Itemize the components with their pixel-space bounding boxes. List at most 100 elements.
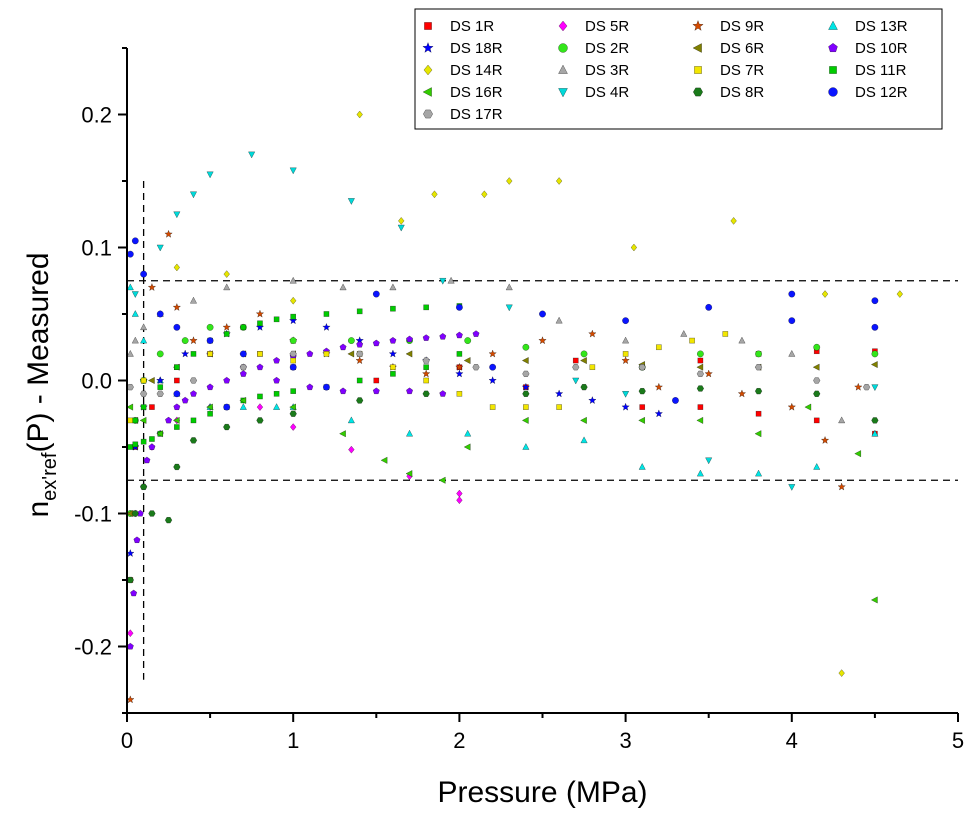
legend-label: DS 6R <box>720 40 764 57</box>
data-point <box>862 383 871 391</box>
data-point <box>406 387 414 395</box>
data-point <box>206 337 214 345</box>
data-point <box>696 370 705 378</box>
data-point <box>896 290 904 298</box>
series-group <box>126 350 871 397</box>
data-point <box>156 350 164 358</box>
y-axis-ticks: -0.2 -0.1 0.0 0.1 0.2 <box>74 47 127 714</box>
data-point <box>506 177 513 185</box>
y-axis-title: nex'ref(P) - Measured <box>22 252 61 517</box>
series-group <box>126 283 879 477</box>
data-point <box>126 642 134 650</box>
data-point <box>173 463 181 471</box>
legend-marker <box>422 109 434 119</box>
data-point <box>705 303 713 311</box>
data-point <box>555 177 563 185</box>
data-point <box>838 669 845 678</box>
legend-marker <box>423 64 433 76</box>
data-point <box>813 417 820 424</box>
data-point <box>223 423 231 431</box>
data-point <box>390 305 396 312</box>
data-point <box>156 430 164 438</box>
data-point <box>222 322 232 331</box>
data-point <box>181 337 189 345</box>
data-point <box>126 349 134 357</box>
data-point <box>870 596 878 604</box>
data-point <box>380 456 388 464</box>
data-point <box>754 364 763 371</box>
data-point <box>273 356 281 364</box>
legend-label: DS 17R <box>450 106 503 123</box>
data-point <box>339 430 346 438</box>
data-point <box>705 457 713 465</box>
data-point <box>638 387 646 395</box>
data-point <box>372 290 380 298</box>
data-point <box>787 402 797 411</box>
legend-item: DS 8R <box>692 84 764 101</box>
data-point <box>139 483 148 491</box>
data-point <box>456 496 463 505</box>
legend-item: DS 18R <box>422 40 503 57</box>
data-point <box>870 360 878 369</box>
series-group <box>126 396 878 604</box>
data-point <box>489 363 497 371</box>
data-point <box>173 323 181 331</box>
data-point <box>289 403 297 411</box>
legend-marker <box>558 20 568 32</box>
series-group <box>140 110 904 678</box>
data-point <box>289 167 297 175</box>
data-point <box>156 244 164 252</box>
data-point <box>523 404 529 410</box>
data-point <box>189 336 198 345</box>
data-point <box>389 336 397 344</box>
data-point <box>339 283 347 291</box>
data-point <box>813 390 821 397</box>
data-point <box>255 309 265 318</box>
data-point <box>538 336 547 345</box>
data-point <box>439 277 447 285</box>
data-point <box>165 416 173 424</box>
data-point <box>397 224 405 232</box>
data-point <box>871 429 879 437</box>
data-point <box>696 363 704 371</box>
data-point <box>148 510 156 517</box>
data-point <box>837 482 846 491</box>
data-point <box>156 310 164 318</box>
data-point <box>206 323 214 331</box>
y-tick-label: -0.1 <box>74 502 112 527</box>
data-point <box>580 383 588 391</box>
data-point <box>322 383 330 391</box>
data-point <box>140 438 147 445</box>
data-point <box>554 389 564 398</box>
data-point <box>147 376 155 385</box>
series-group <box>126 383 879 584</box>
data-point <box>126 250 134 258</box>
data-point <box>522 343 530 351</box>
series-group <box>125 229 863 704</box>
data-point <box>156 390 164 397</box>
legend-marker <box>828 42 838 53</box>
series-group <box>126 350 878 518</box>
x-axis-title: Pressure (MPa) <box>437 776 647 809</box>
data-point <box>522 370 530 378</box>
y-tick-label: 0.1 <box>81 236 112 261</box>
data-point <box>638 462 646 470</box>
data-point <box>455 331 463 339</box>
data-point <box>356 397 364 404</box>
data-point <box>181 396 189 404</box>
legend-label: DS 18R <box>450 40 503 57</box>
data-point <box>130 589 138 597</box>
legend-label: DS 12R <box>855 84 908 101</box>
data-point <box>206 403 213 411</box>
data-point <box>754 430 762 438</box>
data-point <box>696 416 704 425</box>
data-point <box>140 323 148 331</box>
data-point <box>704 369 714 378</box>
x-tick-label: 3 <box>619 728 631 753</box>
data-point <box>126 403 134 411</box>
data-point <box>164 229 173 238</box>
data-point <box>189 390 197 397</box>
legend-marker <box>828 20 838 30</box>
data-point <box>696 350 704 358</box>
data-point <box>127 629 134 638</box>
